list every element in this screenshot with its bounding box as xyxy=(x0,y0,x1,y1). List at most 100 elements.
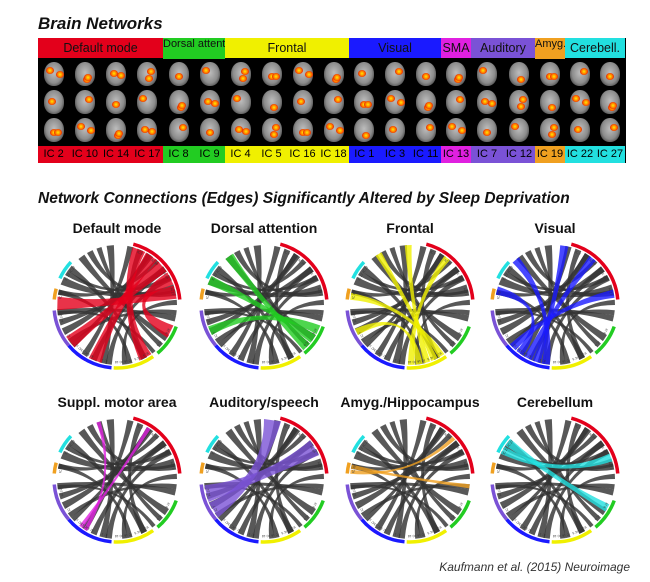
network-label: Dorsal attention xyxy=(163,38,225,59)
edge-ribbon xyxy=(505,483,615,518)
ring-ic-label: IC 22 xyxy=(64,272,71,281)
network-ring-arc xyxy=(199,310,218,347)
brain-slice xyxy=(43,62,64,86)
ring-ic-label: IC 13 xyxy=(80,348,89,356)
ic-label-bar xyxy=(163,146,225,163)
edge-ribbon xyxy=(252,449,319,539)
edge-ribbon xyxy=(78,254,169,342)
activation-blob xyxy=(333,96,342,103)
ring-ic-label: IC 4 xyxy=(289,525,296,532)
activation-blob xyxy=(112,101,121,108)
activation-blob xyxy=(174,73,183,80)
ring-ic-label: IC 8 xyxy=(602,328,608,335)
activation-blob xyxy=(479,67,487,74)
ring-ic-label: IC 3 xyxy=(525,526,532,532)
activation-blob xyxy=(548,104,556,111)
ring-ic-label: IC 7 xyxy=(212,505,219,512)
edge-ribbon xyxy=(234,424,324,472)
ring-ic-label: IC 2 xyxy=(283,424,290,430)
edge-ribbon xyxy=(105,449,172,539)
ring-ic-label: IC 18 xyxy=(408,534,416,538)
edge-ribbon xyxy=(392,245,408,365)
ring-ic-label: IC 18 xyxy=(553,534,561,538)
edge-ribbon xyxy=(78,428,169,516)
network-column-2: Frontal IC 4 IC 5 IC 16 IC 18 xyxy=(225,38,349,163)
edge-ribbon xyxy=(214,439,294,534)
brain-slice xyxy=(540,118,560,142)
ring-ic-label: IC 2 xyxy=(574,424,581,430)
ic-label: IC 27 xyxy=(596,148,624,160)
ic-label: IC 18 xyxy=(320,148,347,160)
activation-blob xyxy=(76,123,85,130)
network-ring-arc xyxy=(594,499,616,529)
network-column-3: Visual IC 1 IC 3 IC 11 xyxy=(349,38,441,163)
ring-ic-label: IC 1 xyxy=(101,358,108,363)
brain-map-stack xyxy=(225,58,349,146)
altered-edge-ribbon xyxy=(404,245,431,364)
activation-blob xyxy=(332,74,341,81)
edge-ribbon xyxy=(351,440,460,500)
ring-ic-label: IC 3 xyxy=(380,352,387,358)
edge-ribbon xyxy=(519,419,572,531)
altered-edge-ribbon xyxy=(79,427,151,529)
activation-blob xyxy=(572,95,580,102)
ring-ic-label: IC 8 xyxy=(311,328,317,335)
network-ring-arc xyxy=(260,355,302,370)
activation-blob xyxy=(304,71,313,78)
activation-blob xyxy=(269,131,278,138)
network-ring-arc xyxy=(345,462,351,474)
ic-label: IC 14 xyxy=(102,148,130,160)
ring-ic-label: IC 11 xyxy=(221,517,229,525)
connectogram-panel: Suppl. motor area IC 2 IC 10 IC 14 IC 17 IC 4… xyxy=(40,394,194,552)
ring-ic-label: IC 22 xyxy=(211,272,218,281)
ring-ic-label: IC 2 xyxy=(283,250,290,256)
ring-ic-label: IC 16 xyxy=(124,358,132,363)
network-ring-arc xyxy=(360,518,405,544)
brain-slice xyxy=(43,90,64,114)
ring-ic-label: IC 7 xyxy=(503,331,510,338)
activation-blob xyxy=(550,124,558,131)
edge-ribbon xyxy=(371,428,462,516)
brain-slice xyxy=(570,62,590,86)
network-ring-arc xyxy=(156,325,178,355)
network-ring-arc xyxy=(345,288,351,300)
altered-edge-ribbon xyxy=(532,245,569,364)
brain-slice xyxy=(292,118,313,142)
citation: Kaufmann et al. (2015) Neuroimage xyxy=(439,560,630,574)
edge-ribbon xyxy=(204,259,307,297)
brain-slice xyxy=(354,62,375,86)
ring-ic-label: IC 9 xyxy=(302,514,309,521)
edge-ribbon xyxy=(364,427,445,522)
ring-ic-label: IC 22 xyxy=(64,446,71,455)
activation-blob xyxy=(45,67,54,74)
edge-ribbon xyxy=(351,266,460,326)
ring-ic-label: IC 8 xyxy=(164,328,170,335)
ring-ic-label: IC 13 xyxy=(227,348,236,356)
activation-blob xyxy=(205,129,214,136)
ring-ic-label: IC 1 xyxy=(394,532,401,537)
activation-blob xyxy=(458,127,466,134)
ring-ic-label: IC 9 xyxy=(593,514,600,521)
brain-slice xyxy=(323,62,344,86)
ring-ic-label: IC 3 xyxy=(87,352,94,358)
altered-edge-ribbon xyxy=(500,446,613,469)
activation-blob xyxy=(325,123,334,130)
brain-slice xyxy=(446,62,466,86)
ring-ic-label: IC 5 xyxy=(427,355,434,361)
activation-blob xyxy=(148,128,157,135)
network-label: Frontal xyxy=(225,38,349,58)
activation-blob xyxy=(610,124,618,131)
ring-ic-label: IC 14 xyxy=(600,445,607,454)
brain-slice xyxy=(477,118,497,142)
ring-ic-label: IC 10 xyxy=(297,258,306,266)
edge-ribbon xyxy=(246,419,262,539)
brain-map-stack xyxy=(441,58,471,146)
ring-ic-label: IC 10 xyxy=(150,258,159,266)
edge-ribbon xyxy=(228,245,281,357)
ring-ic-label: IC 19 xyxy=(351,465,356,473)
brain-slice xyxy=(415,90,436,114)
brain-slice xyxy=(199,90,220,114)
edge-ribbon xyxy=(543,449,610,539)
